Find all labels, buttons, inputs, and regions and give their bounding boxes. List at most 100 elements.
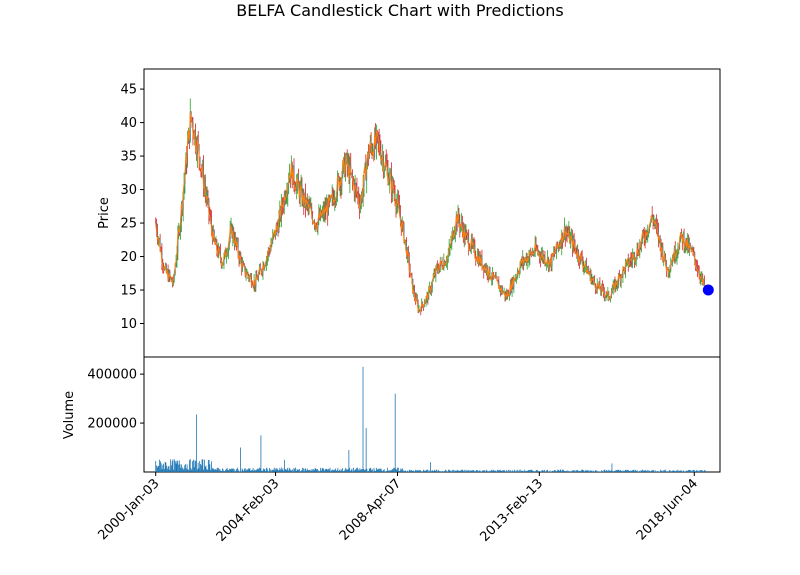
volume-bar [700,470,702,472]
volume-bar [155,460,157,472]
volume-bar [520,469,522,472]
volume-bar [375,467,377,472]
volume-bar [207,469,208,472]
volume-bar [369,467,371,472]
volume-bar [672,470,673,472]
volume-bar [200,463,201,472]
volume-bar [236,469,237,472]
volume-bar [303,471,305,472]
volume-bar [219,469,221,472]
volume-bar [606,470,607,472]
volume-bar [404,470,406,472]
volume-bar [492,470,493,472]
volume-bar [268,471,270,472]
volume-bar [450,470,452,472]
price-y-axis-label: Price [97,197,112,229]
volume-bar [307,469,309,472]
volume-bar [407,470,409,472]
volume-bar [489,470,490,472]
volume-bar [286,470,288,472]
volume-bar [632,469,634,472]
volume-bar [377,469,379,472]
volume-bar [439,471,441,472]
volume-bar [470,470,472,472]
volume-bar [617,469,618,472]
volume-bar [493,471,495,472]
volume-bar [474,471,475,472]
volume-bar [368,468,370,472]
volume-bar [468,471,470,472]
volume-bar [437,469,439,472]
volume-bar [525,471,526,472]
volume-bar [313,469,314,472]
volume-bar [234,471,236,472]
volume-bar [607,471,609,472]
volume-bar [494,470,496,472]
price-tick-label: 30 [120,183,137,198]
volume-bar [291,470,292,472]
volume-bar [592,470,594,472]
volume-bar [405,471,407,472]
x-tick-label: 2018-Jun-04 [634,476,701,543]
volume-bar [629,471,631,472]
volume-bar [688,469,690,472]
volume-bar [475,470,477,472]
volume-bar [516,471,518,472]
volume-bar [372,469,373,472]
volume-bar [500,470,502,472]
volume-bar [281,469,283,472]
volume-bar [163,468,165,472]
volume-bar [454,470,456,472]
volume-bar [518,471,519,472]
volume-bar [582,469,584,472]
volume-bar [452,470,453,472]
volume-bar [309,469,311,472]
volume-bar [255,469,257,472]
volume-bar [225,469,226,472]
volume-bar [675,471,676,472]
volume-bar [224,470,226,472]
volume-bar [348,449,350,472]
volume-bar [333,469,335,472]
volume-bar [658,471,660,472]
volume-bar [657,470,658,472]
volume-bar [213,468,215,472]
volume-bar [704,470,705,472]
volume-bar [701,470,702,472]
volume-bar [694,471,696,472]
volume-bar [568,470,570,472]
volume-bar [415,469,417,472]
volume-bar [337,467,339,472]
volume-bar [282,468,284,472]
volume-bar [341,470,343,472]
volume-bar [257,468,259,472]
volume-bar [423,469,424,472]
volume-bar [243,471,245,472]
volume-bar [647,471,649,472]
volume-bar [537,471,539,472]
volume-bar [432,470,434,472]
volume-bar [229,469,231,472]
volume-bar [170,459,172,472]
volume-bar [187,469,189,472]
volume-bar [203,459,205,472]
volume-bar [611,463,613,472]
volume-bar [445,470,447,472]
volume-bar [177,460,179,472]
price-panel: 10 15 20 25 30 35 40 45 Price [97,68,721,358]
volume-bar [507,471,508,472]
volume-bar [366,469,368,472]
volume-bar [482,470,484,472]
volume-y-axis-label: Volume [62,391,77,439]
volume-bar [291,469,293,472]
volume-bar [403,471,405,472]
volume-bar [624,470,625,472]
volume-bar [311,470,313,472]
volume-bar [676,471,678,472]
volume-bar [411,470,413,472]
volume-bar [421,471,423,472]
volume-bar [645,469,647,472]
volume-bar [506,469,508,472]
volume-bar [479,470,481,472]
volume-bar [704,470,706,472]
